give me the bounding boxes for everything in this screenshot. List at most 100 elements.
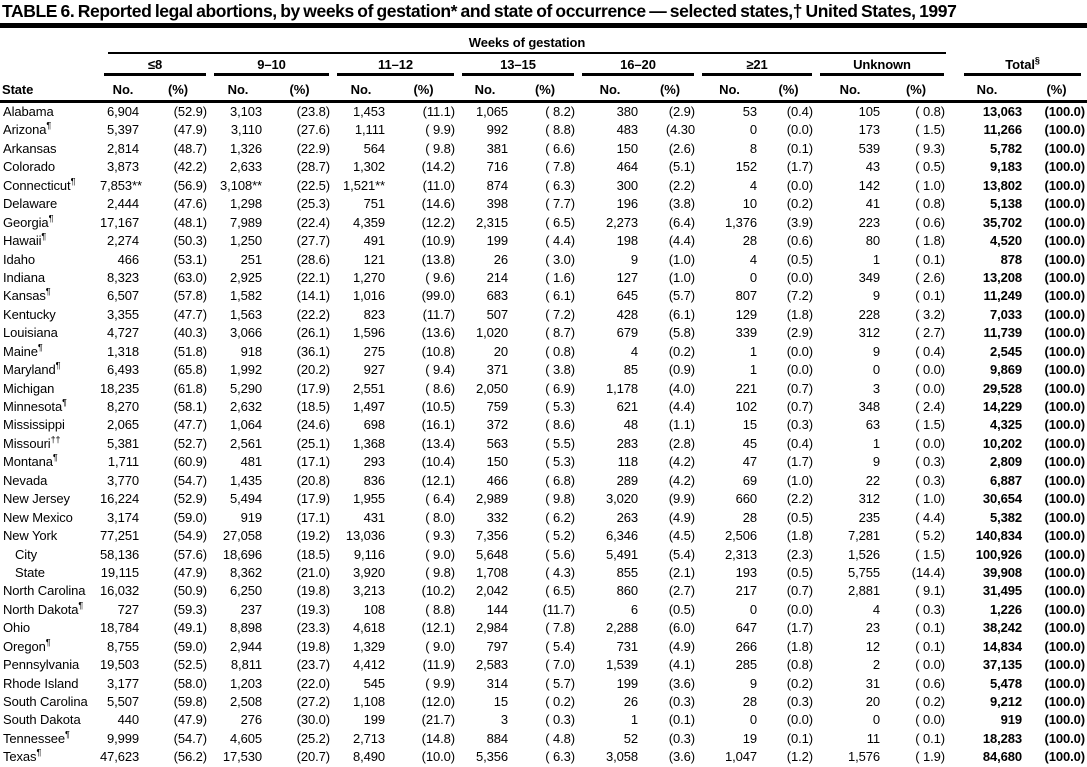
cell-number: 5,382 (989, 509, 1022, 525)
state-name: Louisiana (0, 324, 100, 342)
cell-percent: ( 8.0) (425, 509, 455, 525)
cell-percent: ( 8.6) (545, 417, 575, 433)
cell-percent: ( 6.1) (545, 288, 575, 304)
cell-number: 53 (742, 104, 757, 119)
cell-percent: (100.0) (1044, 306, 1086, 322)
state-footnote-mark: ¶ (48, 213, 54, 224)
cell-number: 19,503 (100, 657, 140, 673)
cell-percent: (14.6) (421, 196, 455, 212)
state-name: Alabama (0, 102, 100, 122)
cell-number: 3,066 (229, 325, 262, 341)
cell-percent: (58.0) (173, 675, 207, 691)
cell-percent: (10.0) (421, 749, 455, 765)
cell-number: 283 (616, 435, 638, 451)
cell-percent: (0.3) (786, 417, 813, 433)
cell-number: 919 (1000, 712, 1022, 728)
cell-percent: ( 0.8) (915, 196, 945, 212)
cell-percent: (100.0) (1044, 564, 1086, 580)
cell-percent: (2.3) (786, 546, 813, 562)
weeks-of-gestation-header: Weeks of gestation (100, 28, 948, 54)
cell-percent: (5.1) (668, 159, 695, 175)
cell-number: 1,329 (352, 638, 385, 654)
cell-percent: ( 7.7) (545, 196, 575, 212)
state-name-label: Tennessee (3, 730, 65, 746)
state-name: Maine¶ (0, 343, 100, 361)
cell-percent: (100.0) (1044, 583, 1086, 599)
cell-percent: (100.0) (1044, 362, 1086, 378)
cell-percent: ( 6.5) (545, 583, 575, 599)
cell-number: 14,834 (982, 638, 1022, 654)
cell-percent: ( 9.0) (425, 638, 455, 654)
col-header-percent: (%) (168, 82, 188, 97)
cell-percent: (99.0) (421, 288, 455, 304)
cell-percent: (0.1) (786, 730, 813, 746)
state-name: Hawaii¶ (0, 232, 100, 250)
col-group-header: 13–15 (458, 54, 578, 76)
cell-number: 314 (486, 675, 508, 691)
cell-percent: (0.0) (786, 362, 813, 378)
state-name-label: New York (3, 528, 58, 544)
cell-number: 19,115 (100, 564, 139, 580)
cell-number: 431 (363, 509, 385, 525)
col-header-percent: (%) (535, 82, 555, 97)
cell-number: 1,020 (475, 325, 508, 341)
col-group-header: 9–10 (210, 54, 333, 76)
cell-percent: (0.9) (668, 362, 695, 378)
cell-number: 9,999 (106, 730, 139, 746)
cell-percent: (4.1) (668, 657, 695, 673)
cell-percent: (10.4) (421, 454, 455, 470)
cell-number: 129 (735, 306, 757, 322)
cell-number: 332 (486, 509, 508, 525)
cell-number: 4,359 (352, 214, 385, 230)
cell-number: 0 (749, 269, 757, 285)
state-name-label: Montana (3, 454, 53, 470)
col-group-header: 11–12 (333, 54, 458, 76)
cell-percent: ( 8.7) (545, 325, 575, 341)
cell-percent: ( 5.4) (545, 638, 575, 654)
cell-percent: (30.0) (296, 712, 330, 728)
cell-percent: ( 5.2) (545, 528, 575, 544)
weeks-header-row: State Weeks of gestation (0, 28, 1087, 97)
cell-number: 491 (363, 233, 385, 249)
cell-number: 2,633 (229, 159, 262, 175)
cell-number: 18,283 (982, 730, 1022, 746)
col-group-label: 9–10 (214, 57, 329, 76)
col-header-number: No. (350, 82, 372, 97)
cell-percent: (40.3) (173, 325, 207, 341)
cell-percent: ( 4.3) (545, 564, 575, 580)
table-row: Mississippi 2,065 (47.7) 1,064 (24.6) 698 (16.… (0, 416, 1087, 434)
cell-number: 481 (240, 454, 262, 470)
cell-number: 69 (742, 472, 757, 488)
state-name: Idaho (0, 251, 100, 269)
cell-percent: (0.4) (786, 104, 813, 119)
cell-number: 464 (616, 159, 638, 175)
state-footnote-mark: ¶ (70, 176, 76, 187)
cell-percent: (47.6) (173, 196, 207, 212)
cell-number: 102 (735, 399, 757, 414)
cell-number: 645 (616, 288, 638, 304)
cell-number: 263 (616, 509, 638, 525)
cell-number: 8,323 (106, 269, 139, 285)
cell-number: 6,493 (106, 362, 139, 378)
cell-number: 17,167 (100, 214, 140, 230)
state-footnote-mark: ¶ (64, 729, 70, 740)
cell-percent: (52.9) (173, 491, 207, 507)
cell-number: 797 (486, 638, 508, 654)
cell-percent: (0.5) (668, 601, 695, 617)
col-header-number: No. (599, 82, 621, 97)
cell-percent: (0.5) (786, 509, 813, 525)
cell-number: 2,984 (475, 620, 508, 636)
cell-percent: (52.7) (173, 435, 207, 451)
cell-number: 1 (749, 343, 757, 359)
cell-percent: (0.0) (786, 177, 813, 193)
cell-number: 2,042 (475, 583, 508, 599)
cell-number: 8,755 (106, 638, 139, 654)
cell-percent: (27.7) (296, 233, 330, 249)
cell-percent: ( 0.6) (915, 214, 945, 230)
cell-percent: (100.0) (1044, 472, 1086, 488)
cell-percent: (52.5) (173, 657, 207, 673)
cell-percent: ( 9.3) (425, 528, 455, 544)
state-name-label: Idaho (3, 251, 36, 267)
cell-percent: (1.2) (786, 749, 813, 765)
cell-percent: (100.0) (1044, 269, 1086, 285)
